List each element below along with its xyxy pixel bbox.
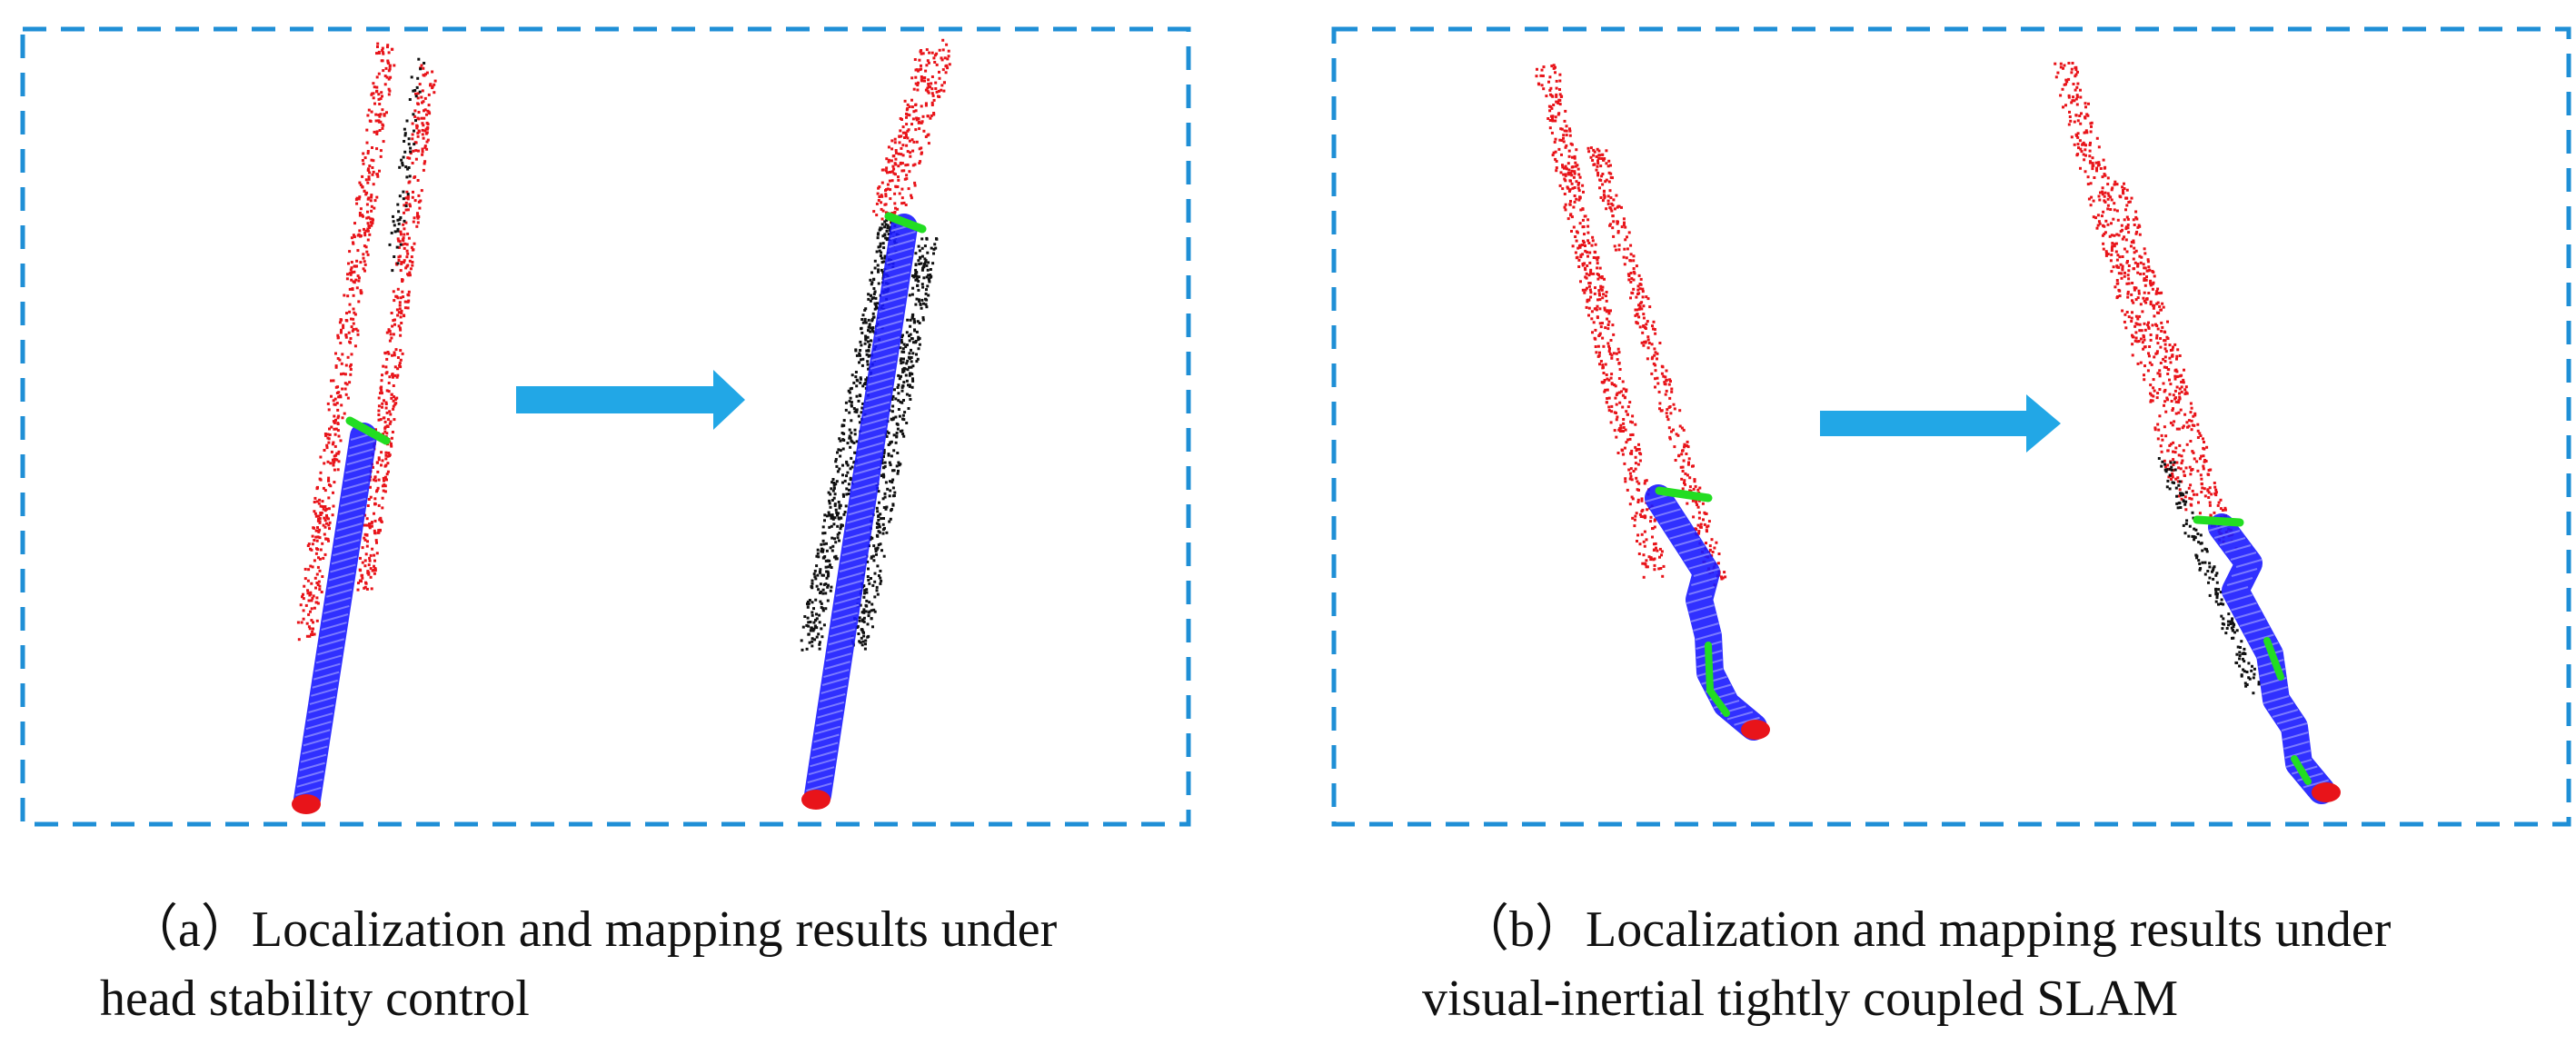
panel-a-before-start-marker (292, 794, 321, 814)
panel-a-after-current-frame (884, 212, 927, 234)
panel-a-before-red-cloud-right (356, 64, 437, 592)
caption-a-line1: （a）Localization and mapping results unde… (127, 901, 1058, 958)
panel-b-frame (1331, 26, 2571, 827)
panel-a-before-trajectory (293, 423, 377, 813)
panel-a-after-start-marker (801, 790, 830, 810)
panel-a-before-red-cloud-left (296, 42, 396, 642)
panel-b-after-current-frame (2193, 515, 2244, 527)
caption-b-line1: （b）Localization and mapping results unde… (1458, 901, 2392, 958)
panel-b-after-start-marker (2312, 782, 2341, 802)
panel-b-after-trajectory (2208, 513, 2335, 804)
panel-a-before-black-cloud (388, 57, 426, 273)
panel-b-after-red-cloud-left (2054, 62, 2202, 515)
caption-a-line2: head stability control (100, 970, 530, 1027)
panel-b-arrow (1820, 394, 2061, 453)
panel-b-after-highlight-seg-1 (2263, 637, 2284, 681)
panel-a-before-current-frame (345, 416, 391, 445)
panel-b-before-red-cloud-left (1535, 64, 1666, 579)
panel-b-before-current-frame (1655, 486, 1713, 503)
panel-a-after-red-cloud (872, 38, 951, 224)
panel-b-before-map (1535, 64, 1770, 741)
panel-a-arrow (516, 370, 745, 430)
panel-b-after-black-cloud (2157, 457, 2261, 695)
panel-b-before-trajectory (1645, 484, 1767, 741)
panel-a-after-black-cloud-left (800, 217, 903, 652)
panel-b-before-start-marker (1741, 720, 1770, 740)
panel-a-after-map (800, 38, 951, 810)
caption-b-line2: visual-inertial tightly coupled SLAM (1422, 970, 2179, 1027)
caption-a: （a）Localization and mapping results unde… (100, 895, 1057, 1033)
panel-b-after-red-cloud-right (2110, 180, 2238, 551)
panel-a-before-map (292, 42, 437, 814)
caption-b: （b）Localization and mapping results unde… (1422, 895, 2391, 1033)
panel-b-after-map (2054, 62, 2341, 804)
panel-a-after-trajectory (804, 214, 918, 809)
panel-b-after-highlight-seg-2 (2291, 755, 2312, 785)
panel-a-frame (20, 26, 1191, 827)
panel-b-before-highlight-seg (1705, 642, 1730, 717)
